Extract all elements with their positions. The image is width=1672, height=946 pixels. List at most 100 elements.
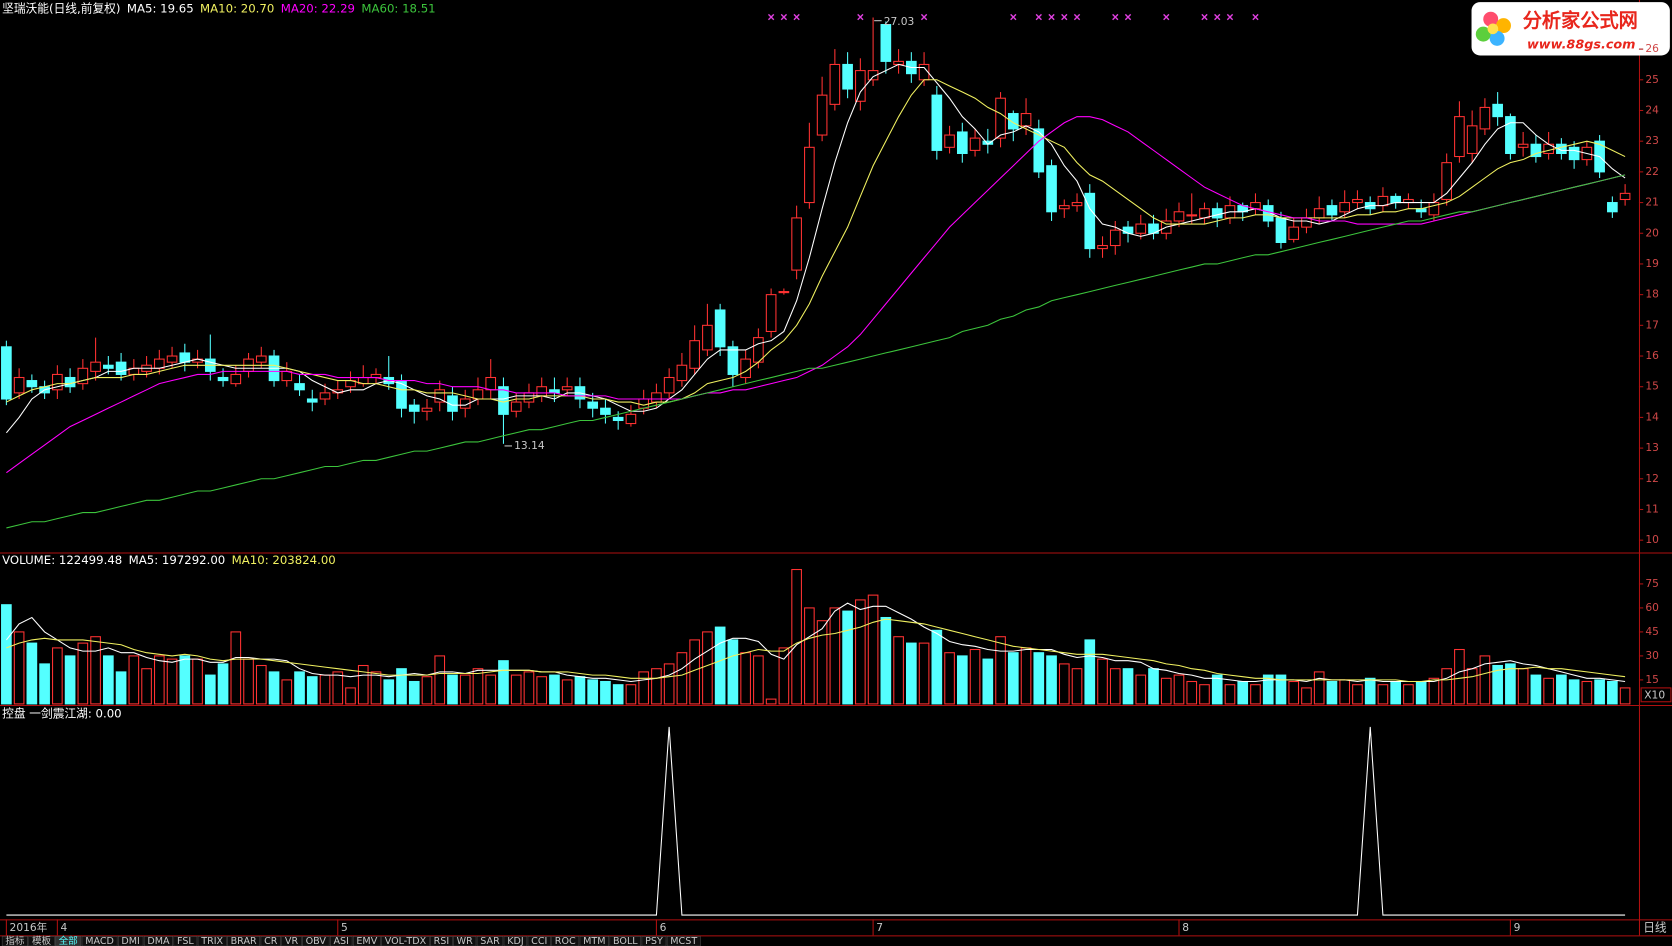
candle-body: [969, 137, 981, 151]
tab[interactable]: EMV: [352, 936, 381, 946]
tab-background: [527, 936, 551, 946]
volume-bar: [357, 664, 369, 705]
legend-entry: MA10: 20.70: [200, 1, 274, 15]
signal-stroke: [1112, 13, 1119, 21]
candle-body: [1301, 217, 1312, 228]
volume-bar: [243, 658, 254, 705]
candle-body: [1441, 162, 1452, 201]
candle-body: [663, 376, 675, 394]
volume-bar: [332, 671, 344, 705]
signal-marker: [1035, 13, 1042, 21]
tab[interactable]: FSL: [173, 936, 198, 946]
tab-label[interactable]: CR: [264, 936, 278, 946]
signal-stroke: [1048, 13, 1055, 21]
tab[interactable]: 模板: [28, 935, 55, 946]
volume-bar: [1352, 684, 1363, 705]
tab[interactable]: KDJ: [503, 936, 528, 946]
tab[interactable]: 全部: [55, 935, 82, 946]
tab-background: [641, 936, 667, 946]
y-tick-label: 20: [1645, 226, 1659, 239]
signal-marker: [1061, 13, 1068, 21]
tab[interactable]: DMA: [143, 936, 174, 946]
candle-body: [1135, 223, 1147, 234]
tab-label[interactable]: 全部: [59, 935, 79, 946]
candle-body: [64, 376, 76, 388]
tab[interactable]: PSY: [641, 936, 667, 946]
tab-label[interactable]: MCST: [670, 936, 697, 946]
candle-body: [1568, 146, 1580, 161]
candle-body: [281, 370, 293, 382]
signal-stroke: [780, 13, 788, 21]
tab[interactable]: BOLL: [609, 936, 642, 946]
tab-label[interactable]: BRAR: [231, 936, 257, 946]
x-tick-label: 5: [341, 921, 348, 934]
volume-bar: [447, 674, 458, 705]
tab-label[interactable]: ASI: [333, 936, 348, 946]
tab-label[interactable]: FSL: [177, 936, 194, 946]
signal-marker: [1201, 13, 1208, 21]
tab[interactable]: MACD: [81, 936, 118, 946]
tab[interactable]: VR: [281, 936, 302, 946]
logo-petal: [1483, 11, 1499, 27]
tab[interactable]: VOL-TDX: [381, 936, 430, 946]
tab-label[interactable]: PSY: [645, 936, 663, 946]
tab-label[interactable]: ROC: [555, 936, 576, 946]
volume-bar: [1556, 674, 1567, 705]
tab-label[interactable]: BOLL: [613, 936, 638, 946]
tab-label[interactable]: DMA: [147, 936, 170, 946]
tab[interactable]: CCI: [527, 936, 551, 946]
tab-background: [1, 936, 28, 946]
volume-bar: [982, 658, 994, 705]
tab[interactable]: CR: [260, 936, 281, 946]
volume-bar: [791, 568, 802, 705]
tab-label[interactable]: OBV: [306, 936, 327, 946]
volume-bar: [880, 616, 892, 705]
volume-bar: [26, 642, 38, 705]
tab-label[interactable]: RSI: [434, 936, 450, 946]
tab-label[interactable]: EMV: [356, 936, 377, 946]
tab-label[interactable]: CCI: [531, 936, 547, 946]
volume-bar: [918, 642, 930, 705]
tab[interactable]: RSI: [430, 936, 453, 946]
volume-bar: [115, 671, 127, 705]
volume-bar: [1517, 668, 1529, 705]
volume-bar: [459, 674, 471, 705]
tab-label[interactable]: 指标: [5, 935, 25, 946]
tab-label[interactable]: WR: [457, 936, 473, 946]
tab[interactable]: 指标: [1, 935, 28, 946]
tab[interactable]: SAR: [476, 936, 504, 946]
tab[interactable]: BRAR: [227, 936, 261, 946]
tab-label[interactable]: 模板: [32, 935, 52, 946]
tab-label[interactable]: MTM: [583, 936, 605, 946]
volume-bar: [1530, 674, 1542, 705]
tab-label[interactable]: SAR: [480, 936, 500, 946]
volume-bar: [319, 674, 331, 705]
candle-body: [842, 63, 853, 90]
candle-body: [1288, 226, 1300, 240]
volume-bar: [651, 668, 662, 705]
tab[interactable]: OBV: [302, 936, 330, 946]
tab[interactable]: ASI: [329, 936, 353, 946]
tab-label[interactable]: DMI: [121, 936, 139, 946]
tab-label[interactable]: MACD: [85, 936, 114, 946]
tab[interactable]: DMI: [117, 936, 144, 946]
volume-bar: [702, 631, 713, 705]
candle-body: [1211, 208, 1223, 219]
legend: VOLUME: 122499.48 MA5: 197292.00 MA10: 203…: [2, 552, 336, 566]
volume-bar: [1568, 679, 1580, 705]
tab-label[interactable]: VOL-TDX: [385, 936, 427, 946]
volume-bar: [281, 679, 293, 705]
volume-bar: [1186, 680, 1198, 705]
tab[interactable]: MTM: [579, 936, 610, 946]
tab[interactable]: ROC: [551, 936, 580, 946]
tab-label[interactable]: VR: [285, 936, 299, 946]
tab[interactable]: TRIX: [197, 936, 227, 946]
tab[interactable]: WR: [453, 936, 477, 946]
tab[interactable]: MCST: [666, 936, 701, 946]
logo-background: [1471, 2, 1670, 56]
tab-label[interactable]: KDJ: [507, 936, 523, 946]
tab-label[interactable]: TRIX: [200, 936, 223, 946]
tab-background: [453, 936, 477, 946]
volume-bar: [1250, 684, 1261, 705]
